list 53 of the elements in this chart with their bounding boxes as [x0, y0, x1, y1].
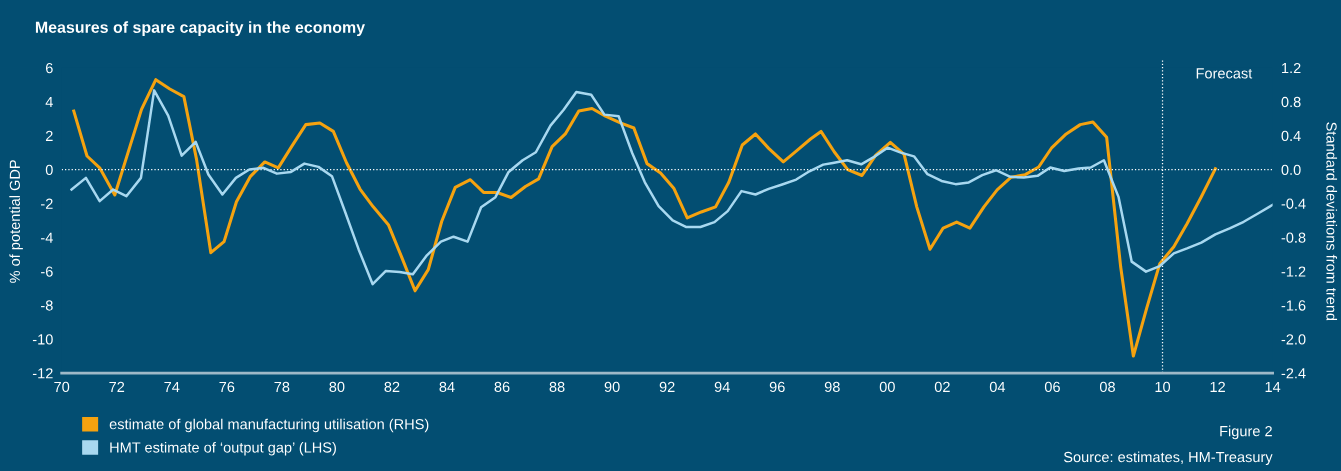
x-tick-label: 76 — [219, 381, 235, 393]
x-tick-label: 10 — [1155, 381, 1171, 393]
x-tick-label: 90 — [604, 381, 620, 393]
x-tick-label: 12 — [1210, 381, 1225, 392]
y2-tick-label: -1.2 — [1281, 266, 1306, 277]
y2-tick-label: -1.6 — [1281, 300, 1306, 311]
y-tick-label: -8 — [41, 300, 53, 311]
y-tick-label: 0 — [45, 164, 53, 175]
legend-label: HMT estimate of ‘output gap’ (LHS) — [110, 441, 336, 456]
y-tick-label: -12 — [32, 368, 53, 379]
x-tick-label: 82 — [384, 381, 400, 393]
y-tick-label: -6 — [41, 266, 53, 277]
x-tick-label: 96 — [769, 381, 785, 393]
x-tick-label: 78 — [274, 381, 290, 393]
x-tick-label: 72 — [109, 381, 125, 392]
x-tick-label: 80 — [329, 381, 345, 393]
y2-axis-title: Standard deviations from trend — [1326, 122, 1338, 321]
x-tick-label: 74 — [164, 381, 180, 392]
x-tick-label: 86 — [494, 381, 510, 393]
y2-tick-label: 1.2 — [1282, 62, 1301, 74]
y-tick-label: 2 — [45, 130, 53, 141]
line-series — [70, 89, 1273, 286]
y-tick-label: -4 — [41, 232, 53, 243]
caption: Figure 2 — [1220, 425, 1272, 440]
legend-label: estimate of global manufacturing utilisation (RHS) — [109, 418, 429, 433]
y2-tick-label: 0.0 — [1281, 164, 1301, 175]
x-tick-label: 14 — [1265, 381, 1281, 392]
y-tick-label: 4 — [45, 96, 53, 108]
ref-line-label: Forecast — [1196, 68, 1253, 79]
y2-tick-label: 0.8 — [1281, 96, 1301, 108]
y2-tick-label: -2.4 — [1281, 368, 1306, 379]
y-axis-title: % of potential GDP — [9, 160, 23, 283]
line-series — [72, 78, 1217, 358]
y2-tick-label: -0.8 — [1281, 232, 1306, 243]
x-tick-label: 04 — [989, 381, 1006, 393]
x-tick-label: 06 — [1044, 381, 1060, 393]
y-tick-label: -2 — [41, 198, 53, 209]
y-tick-label: -10 — [32, 334, 53, 345]
x-tick-label: 70 — [54, 381, 70, 393]
x-tick-label: 94 — [714, 381, 730, 393]
chart-title: Measures of spare capacity in the economy — [35, 21, 365, 37]
y-tick-label: 6 — [45, 62, 53, 74]
x-tick-label: 02 — [934, 381, 950, 393]
x-tick-label: 84 — [439, 381, 455, 393]
source-note: Source: estimates, HM-Treasury — [1063, 451, 1273, 466]
x-tick-label: 92 — [659, 381, 675, 393]
y2-tick-label: -0.4 — [1281, 198, 1306, 209]
x-tick-label: 08 — [1099, 381, 1115, 393]
y2-tick-label: 0.4 — [1281, 130, 1301, 142]
y2-tick-label: -2.0 — [1281, 334, 1306, 345]
x-tick-label: 00 — [879, 381, 895, 393]
x-tick-label: 98 — [824, 381, 840, 393]
x-tick-label: 88 — [549, 381, 565, 393]
